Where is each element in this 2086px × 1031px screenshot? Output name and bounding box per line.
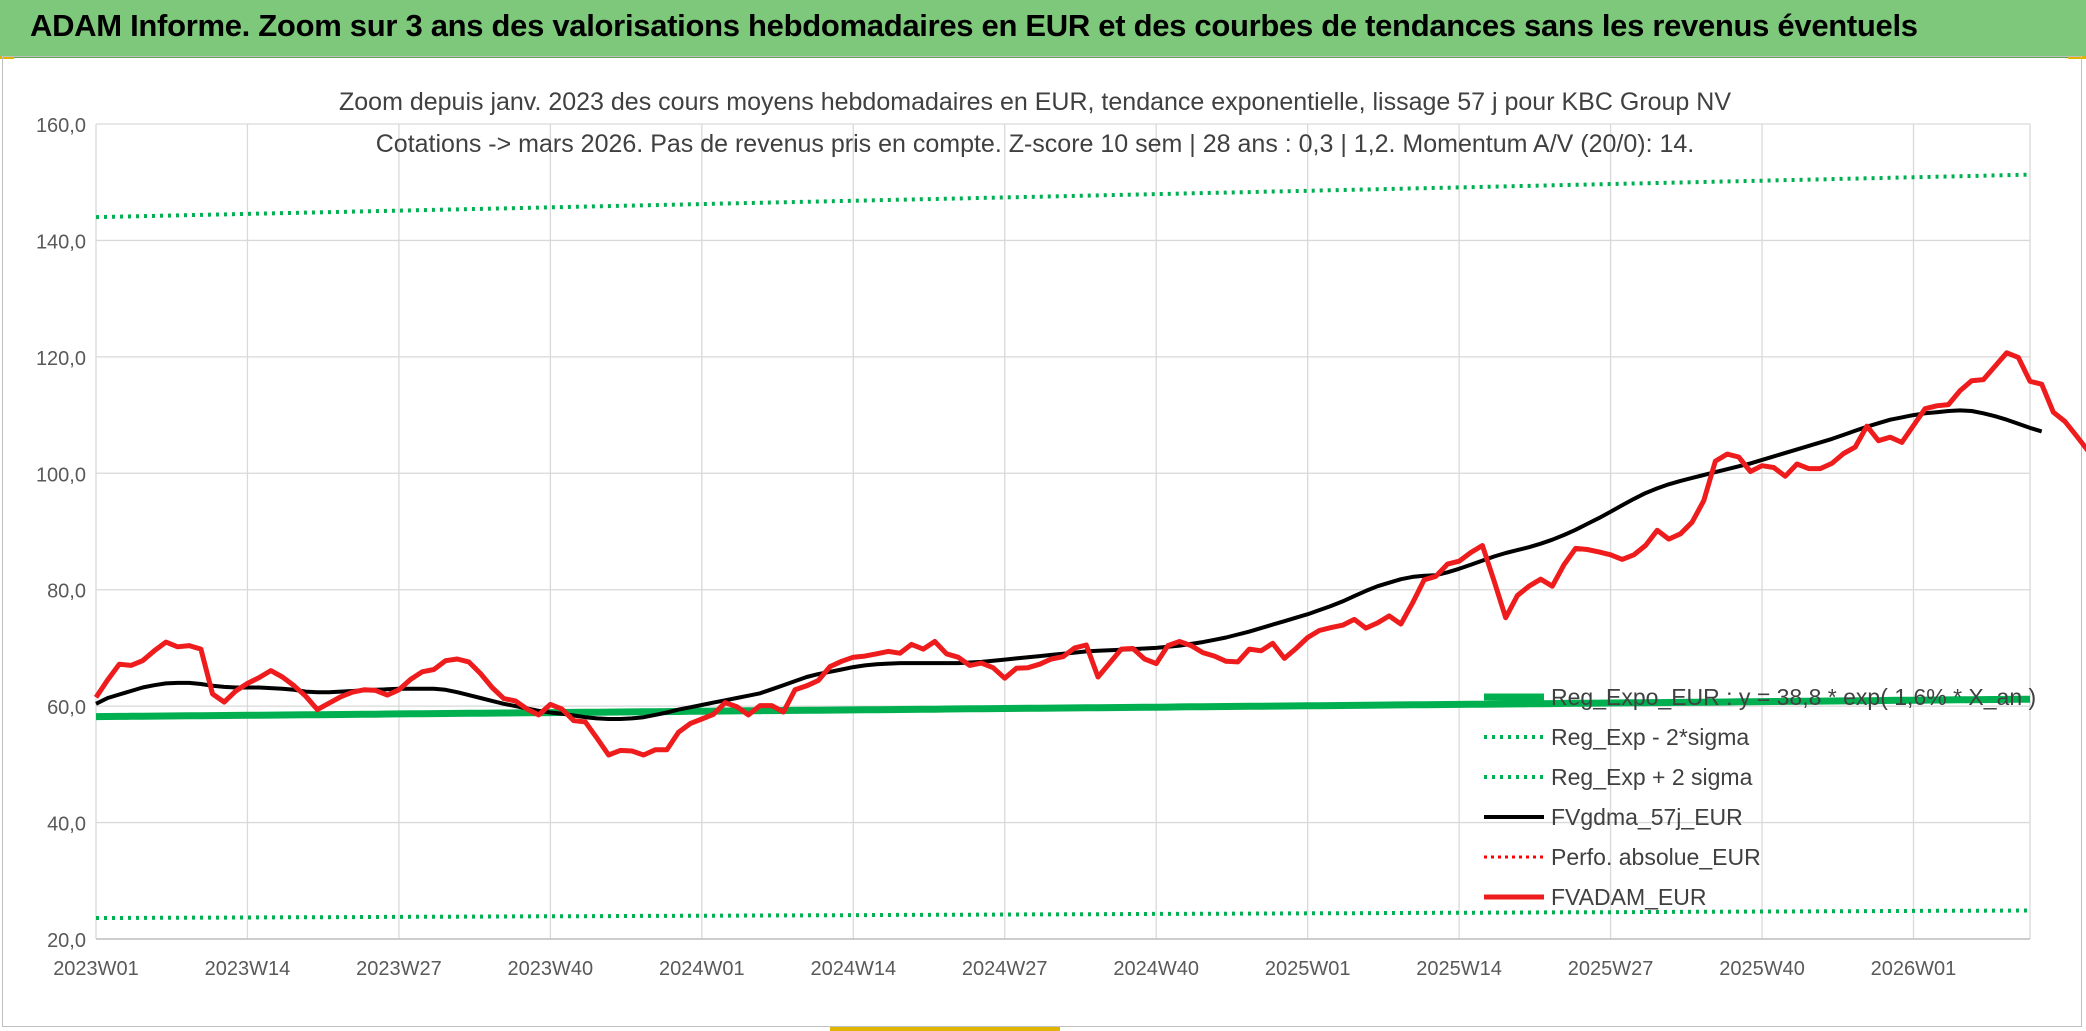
legend-label: FVgdma_57j_EUR <box>1551 804 1743 830</box>
legend-label: Reg_Exp + 2 sigma <box>1551 764 1753 790</box>
series-line-sigma-minus <box>96 908 2030 920</box>
series-line-fvgdma <box>95 408 2043 721</box>
y-tick-label: 20,0 <box>47 930 86 952</box>
report-title: ADAM Informe. Zoom sur 3 ans des valoris… <box>30 8 1918 43</box>
chart-frame <box>2 56 2082 1027</box>
series-line-sigma-plus <box>95 172 2031 220</box>
x-tick-label: 2024W01 <box>659 958 745 980</box>
x-tick-label: 2025W01 <box>1265 958 1351 980</box>
x-tick-label: 2023W14 <box>205 958 291 980</box>
report-banner: ADAM Informe. Zoom sur 3 ans des valoris… <box>0 0 2086 58</box>
chart-title-line1: Zoom depuis janv. 2023 des cours moyens … <box>339 88 1731 116</box>
y-tick-label: 60,0 <box>47 697 86 719</box>
chart-title-line2: Cotations -> mars 2026. Pas de revenus p… <box>376 130 1694 158</box>
x-tick-label: 2023W01 <box>53 958 139 980</box>
y-tick-label: 160,0 <box>36 115 86 137</box>
accent-mark <box>2068 56 2086 59</box>
x-tick-label: 2023W27 <box>356 958 442 980</box>
x-tick-label: 2026W01 <box>1871 958 1957 980</box>
legend-label: Perfo. absolue_EUR <box>1551 844 1761 870</box>
legend-label: Reg_Expo_EUR : y = 38,8 * exp( 1,6% * X_… <box>1551 684 2036 710</box>
accent-mark <box>0 56 14 59</box>
series-line-reg-expo <box>95 695 2031 721</box>
legend-label: FVADAM_EUR <box>1551 884 1707 910</box>
x-tick-label: 2025W27 <box>1568 958 1654 980</box>
x-tick-label: 2024W40 <box>1113 958 1199 980</box>
y-tick-label: 120,0 <box>36 348 86 370</box>
accent-mark <box>830 1027 1060 1031</box>
axes: 20,0 40,0 60,0 80,0 100,0 120,0 140,0 160,0 2023… <box>36 115 2030 980</box>
legend: Reg_Expo_EUR : y = 38,8 * exp( 1,6% * X_… <box>1484 684 2036 910</box>
y-tick-label: 80,0 <box>47 581 86 603</box>
y-tick-label: 100,0 <box>36 464 86 486</box>
x-tick-label: 2023W40 <box>508 958 594 980</box>
x-tick-label: 2025W14 <box>1416 958 1502 980</box>
y-tick-label: 140,0 <box>36 231 86 253</box>
x-tick-label: 2024W14 <box>810 958 896 980</box>
y-tick-label: 40,0 <box>47 814 86 836</box>
series <box>93 172 2086 920</box>
series-line-fvadam <box>93 350 2086 758</box>
x-tick-label: 2024W27 <box>962 958 1048 980</box>
legend-label: Reg_Exp - 2*sigma <box>1551 724 1749 750</box>
x-tick-label: 2025W40 <box>1719 958 1805 980</box>
